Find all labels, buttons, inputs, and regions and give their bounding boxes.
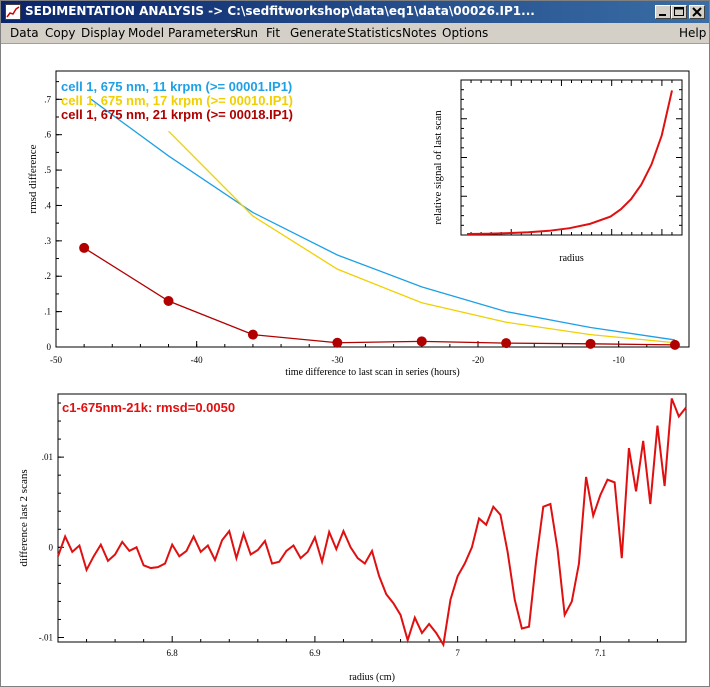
y-tick-label: .6 <box>44 130 51 140</box>
residual-plot-frame <box>57 393 687 643</box>
rmsd-plot-frame <box>55 70 690 348</box>
y-tick-label: 0 <box>47 342 52 352</box>
inset-signal-line <box>466 90 673 235</box>
series-point <box>501 338 512 349</box>
x-tick-label: 7 <box>455 648 460 658</box>
menu-help[interactable]: Help <box>679 26 707 40</box>
y-tick-label: .4 <box>44 200 51 210</box>
y-tick-label: .01 <box>42 452 53 462</box>
menu-run[interactable]: Run <box>235 26 259 40</box>
maximize-icon <box>674 7 684 16</box>
menu-data[interactable]: Data <box>10 26 39 40</box>
x-tick-label: 7.1 <box>595 648 606 658</box>
menu-notes[interactable]: Notes <box>402 26 437 40</box>
y-tick-label: .1 <box>44 307 51 317</box>
x-axis-label: radius (cm) <box>349 672 395 683</box>
y-axis-label: difference last 2 scans <box>18 469 30 566</box>
y-tick-label: .2 <box>44 271 51 281</box>
series-point <box>585 338 596 349</box>
y-tick-label: .7 <box>44 94 51 104</box>
legend-entry-1: cell 1, 675 nm, 11 krpm (>= 00001.IP1) <box>61 79 292 94</box>
x-tick-label: -40 <box>191 355 203 365</box>
series-point <box>163 296 174 306</box>
x-axis-label: time difference to last scan in series (… <box>285 367 459 378</box>
residual-chart: 6.8 6.9 7 7.1 -.01 0 .01 radius (cm) difference … <box>18 398 687 683</box>
minimize-button[interactable] <box>655 5 671 19</box>
legend-entry-3: cell 1, 675 nm, 21 krpm (>= 00018.IP1) <box>61 107 293 122</box>
x-tick-label: -20 <box>472 355 484 365</box>
x-tick-label: 6.9 <box>309 648 321 658</box>
sedfit-app-icon[interactable] <box>5 4 21 20</box>
residual-line <box>57 398 687 648</box>
close-icon <box>692 7 702 17</box>
rmsd-chart: -50 -40 -30 -20 -10 0 .1 .2 .3 .4 .5 .6 .7 time diffe… <box>27 79 680 378</box>
y-tick-label: -.01 <box>39 632 53 642</box>
signal-inset-frame <box>460 79 683 236</box>
series-point <box>79 242 90 253</box>
series-point <box>669 339 680 350</box>
series-point <box>247 329 258 340</box>
menu-model[interactable]: Model <box>128 26 165 40</box>
y-axis-label: rmsd difference <box>27 144 39 213</box>
y-tick-label: 0 <box>49 542 54 552</box>
menu-parameters[interactable]: Parameters <box>168 26 237 40</box>
y-tick-label: .3 <box>44 236 51 246</box>
menu-copy[interactable]: Copy <box>45 26 76 40</box>
inset-y-label: relative signal of last scan <box>432 110 444 225</box>
x-tick-label: 6.8 <box>167 648 179 658</box>
series-line-3 <box>83 247 675 346</box>
menu-fit[interactable]: Fit <box>266 26 281 40</box>
plot-area: -50 -40 -30 -20 -10 0 .1 .2 .3 .4 .5 .6 .7 time diffe… <box>18 70 690 683</box>
residual-title: c1-675nm-21k: rmsd=0.0050 <box>62 400 235 415</box>
inset-x-label: radius <box>559 253 584 264</box>
menu-generate[interactable]: Generate <box>290 26 347 40</box>
series-line-1 <box>90 98 676 341</box>
y-tick-label: .5 <box>44 165 51 175</box>
x-tick-label: -10 <box>613 355 625 365</box>
close-button[interactable] <box>689 5 705 19</box>
menu-display[interactable]: Display <box>81 26 126 40</box>
title-bar[interactable]: SEDIMENTATION ANALYSIS -> C:\sedfitworks… <box>1 1 709 23</box>
series-point <box>416 336 427 347</box>
minimize-icon <box>659 14 666 16</box>
series-point <box>332 337 343 348</box>
series-line-2 <box>168 130 675 344</box>
menu-options[interactable]: Options <box>442 26 489 40</box>
signal-inset-chart: radius relative signal of last scan <box>432 79 683 264</box>
x-tick-label: -30 <box>331 355 343 365</box>
legend-entry-2: cell 1, 675 nm, 17 krpm (>= 00010.IP1) <box>61 93 293 108</box>
maximize-button[interactable] <box>671 5 687 19</box>
x-tick-label: -50 <box>50 355 62 365</box>
window-title: SEDIMENTATION ANALYSIS -> C:\sedfitworks… <box>25 4 535 18</box>
menu-bar: Data Copy Display Model Parameters Run F… <box>1 23 709 44</box>
menu-statistics[interactable]: Statistics <box>347 26 402 40</box>
